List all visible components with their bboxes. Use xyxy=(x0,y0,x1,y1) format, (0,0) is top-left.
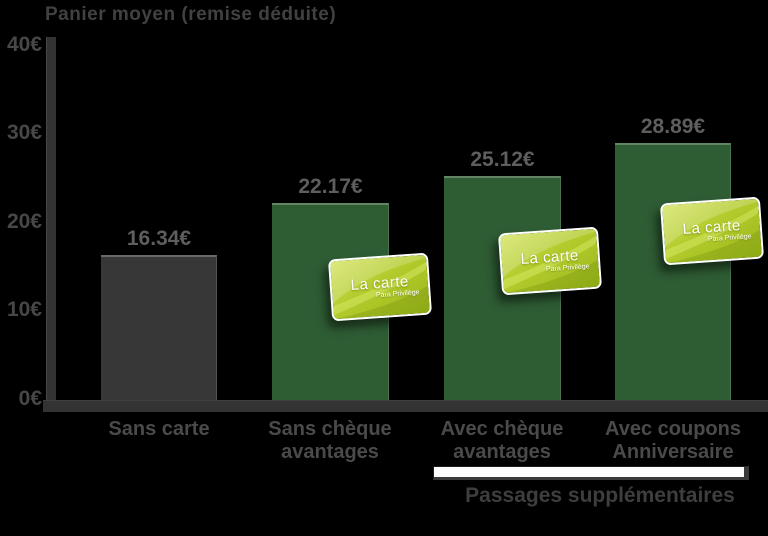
loyalty-card-3: La carte Para Privilège xyxy=(659,196,765,266)
bar-sans-carte xyxy=(101,255,217,400)
value-label-avec-cheque: 25.12€ xyxy=(470,148,535,171)
x-label-line1: Avec coupons xyxy=(605,418,741,440)
x-axis-line xyxy=(43,400,768,412)
value-label-sans-carte: 16.34€ xyxy=(126,227,192,250)
value-label-avec-coupons: 28.89€ xyxy=(640,115,706,138)
y-tick-10: 10€ xyxy=(6,298,42,321)
x-label-line1: Sans carte xyxy=(108,418,210,440)
loyalty-card-2: La carte Para Privilège xyxy=(497,226,603,296)
x-label-line1: Sans chèque xyxy=(268,418,392,440)
loyalty-card-1: La carte Para Privilège xyxy=(327,252,433,322)
x-label-avec-cheque: Avec chèque avantages xyxy=(414,418,590,464)
bar-col-avec-coupons: 28.89€ xyxy=(615,115,731,400)
bar-col-sans-carte: 16.34€ xyxy=(101,227,217,400)
x-label-line2: Anniversaire xyxy=(612,441,734,463)
card-gradient-art xyxy=(330,254,430,320)
annotation-span-bar xyxy=(433,466,749,480)
card-gradient-art xyxy=(662,198,762,264)
y-tick-30: 30€ xyxy=(6,121,42,144)
value-label-sans-cheque: 22.17€ xyxy=(298,175,363,198)
x-label-line2: avantages xyxy=(281,441,379,463)
x-label-sans-cheque: Sans chèque avantages xyxy=(242,418,418,464)
annotation-label: Passages supplémentaires xyxy=(465,484,735,507)
x-label-line2: avantages xyxy=(453,441,551,463)
x-label-sans-carte: Sans carte xyxy=(71,418,247,441)
x-label-avec-coupons: Avec coupons Anniversaire xyxy=(585,418,761,464)
y-tick-0: 0€ xyxy=(18,387,42,410)
bar-avec-coupons xyxy=(615,143,731,400)
y-tick-20: 20€ xyxy=(6,210,42,233)
chart-title: Panier moyen (remise déduite) xyxy=(45,4,337,25)
y-axis-line xyxy=(46,37,56,411)
card-gradient-art xyxy=(500,228,600,294)
x-label-line1: Avec chèque xyxy=(440,418,564,440)
y-tick-40: 40€ xyxy=(6,33,42,56)
